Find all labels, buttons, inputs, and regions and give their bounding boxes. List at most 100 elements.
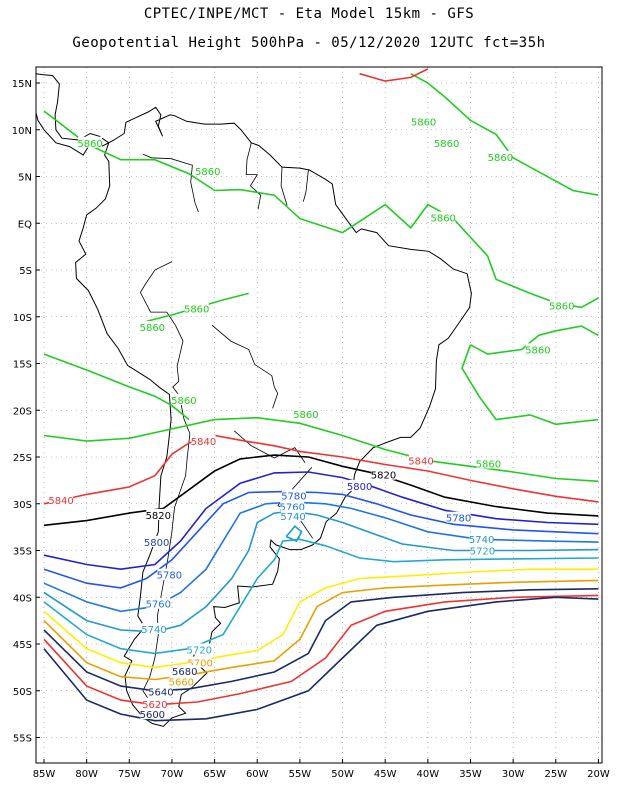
lon-tick-label: 75W (118, 769, 141, 780)
contour-label: 5860 (430, 214, 455, 225)
lat-tick-label: 5N (18, 173, 32, 184)
contour-label: 5860 (411, 117, 436, 128)
country-border (142, 153, 199, 213)
contour-label-bg (195, 164, 220, 176)
contour-line (43, 501, 599, 613)
lat-tick-label: 40S (13, 593, 32, 604)
map-background (36, 67, 602, 763)
contour-label-bg (191, 435, 216, 447)
lat-tick-label: 20S (13, 406, 32, 417)
contour-label: 5780 (281, 491, 306, 502)
lat-tick-label: 55S (13, 734, 32, 745)
graticule (36, 67, 602, 763)
contour-line (43, 416, 599, 483)
contour-line (43, 594, 599, 706)
contour-line (359, 68, 429, 82)
lat-tick-label: 35S (13, 547, 32, 558)
contour-line (410, 72, 599, 196)
lon-tick-label: 50W (331, 769, 354, 780)
lat-tick-label: 50S (13, 687, 32, 698)
lon-tick-label: 45W (374, 769, 397, 780)
lon-tick-label: 80W (75, 769, 98, 780)
contour-label-bg (148, 685, 173, 697)
contour-label: 5620 (142, 700, 167, 711)
contour-label-bg (184, 302, 209, 314)
contour-label: 5860 (140, 323, 165, 334)
contour-label-bg (434, 136, 459, 148)
contour-label: 5700 (187, 659, 212, 670)
contour-label: 5780 (157, 571, 182, 582)
longitude-labels: 85W 80W 75W 70W 65W 60W 55W 50W 45W 40W 35W 30W 25W 2… (33, 769, 610, 780)
contour-label: 5860 (195, 167, 220, 178)
contour-label-bg (280, 500, 305, 512)
contour-label: 5840 (408, 457, 433, 468)
contour-label: 5640 (148, 688, 173, 699)
lat-tick-label: 25S (13, 453, 32, 464)
country-border (211, 324, 279, 409)
contour-label-bg (431, 211, 456, 223)
contour-label: 5660 (169, 677, 194, 688)
contour-line (43, 579, 599, 681)
contour-label: 5860 (488, 153, 513, 164)
contour-label-bg (142, 622, 167, 634)
contour-label-bg (549, 299, 574, 311)
lon-tick-label: 65W (203, 769, 226, 780)
contour-label-bg (146, 597, 171, 609)
contour-label: 5860 (525, 345, 550, 356)
contour-label: 5840 (48, 496, 73, 507)
lon-tick-label: 70W (161, 769, 184, 780)
contour-label-bg (488, 150, 513, 162)
contour-label-bg (146, 508, 171, 520)
contour-label-bg (172, 665, 197, 677)
contour-label-bg (371, 468, 396, 480)
contour-label: 5820 (371, 471, 396, 482)
contour-label: 5860 (184, 304, 209, 315)
contour-label-bg (411, 115, 436, 127)
contour-line (43, 434, 599, 505)
contour-label-bg (470, 544, 495, 556)
contour-line (43, 568, 599, 669)
contour-label-bg (347, 479, 372, 491)
contour-label: 5860 (549, 301, 574, 312)
contour-line (43, 353, 190, 421)
country-border (280, 167, 288, 206)
country-border (142, 433, 191, 710)
contour-label-bg (142, 697, 167, 709)
contour-label: 5860 (434, 139, 459, 150)
contour-label: 5740 (280, 512, 305, 523)
contour-label: 5720 (187, 646, 212, 657)
contour-label: 5740 (141, 625, 166, 636)
contour-label-bg (144, 536, 169, 548)
contour-label-bg (476, 457, 501, 469)
contour-line (461, 344, 599, 426)
contour-label: 5860 (77, 139, 102, 150)
country-border (245, 142, 262, 210)
lon-tick-label: 60W (246, 769, 269, 780)
contour-label: 5800 (144, 538, 169, 549)
contour-label-bg (525, 343, 550, 355)
contour-label: 5600 (140, 710, 165, 721)
contour-label-bg (446, 511, 471, 523)
contour-line (470, 325, 599, 355)
contour-label-bg (187, 643, 212, 655)
contour-label-bg (281, 489, 306, 501)
contour-label: 5860 (293, 410, 318, 421)
contour-label-bg (293, 407, 318, 419)
contour-line (43, 588, 599, 692)
lat-tick-label: 10S (13, 313, 32, 324)
map-frame (35, 66, 603, 764)
country-border (302, 169, 309, 202)
contour-label-bg (49, 493, 74, 505)
contour-label: 5800 (347, 482, 372, 493)
latitude-labels: 15N 10N 5N EQ 5S 10S 15S 20S 25S 30S 35S 40S 45S 50S 5… (12, 79, 32, 745)
contour-labels: 5860 5860 5860 5860 5860 5860 5860 5860 5860 5860… (48, 115, 574, 721)
lon-tick-label: 20W (587, 769, 610, 780)
lat-tick-label: 30S (13, 500, 32, 511)
contour-label-bg (78, 136, 103, 148)
contour-line (43, 596, 599, 722)
lat-tick-label: 5S (19, 266, 32, 277)
contour-label: 5860 (171, 396, 196, 407)
contour-label: 5860 (476, 459, 501, 470)
lon-tick-label: 55W (289, 769, 312, 780)
